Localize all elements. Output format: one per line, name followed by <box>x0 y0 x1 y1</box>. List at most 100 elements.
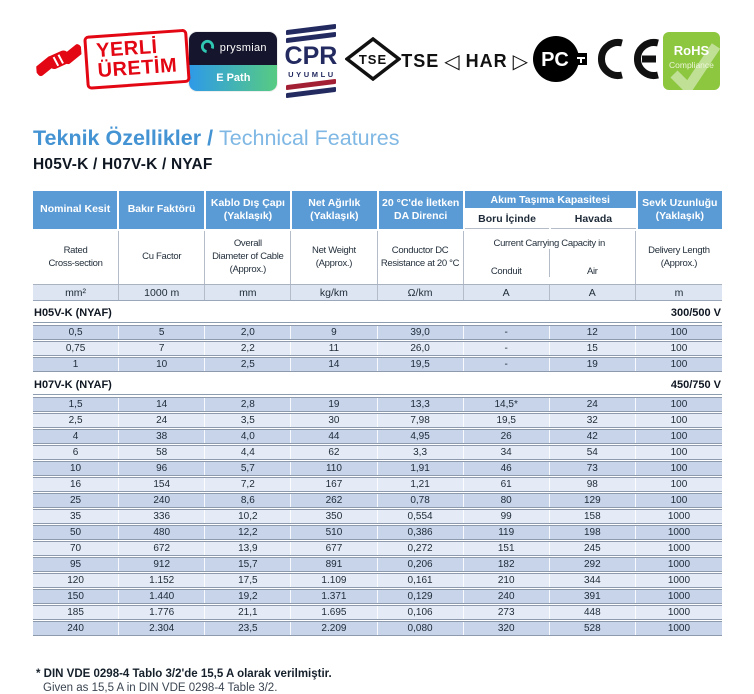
prysmian-epath-logo: prysmian E Path <box>189 31 278 91</box>
section-voltage: 300/500 V <box>670 307 721 319</box>
table-cell: 2.209 <box>291 622 378 635</box>
table-cell: 245 <box>550 542 636 555</box>
table-cell: 6 <box>33 446 120 459</box>
table-cell: 34 <box>464 446 550 459</box>
table-cell: 24 <box>119 414 206 427</box>
table-cell: 70 <box>33 542 120 555</box>
column-header: Bakır Faktörü <box>119 191 204 229</box>
current-capacity-group-en: Current Carrying Capacity in Conduit Air <box>464 231 636 284</box>
yerli-uretim-label: YERLİ ÜRETİM <box>83 28 191 90</box>
table-cell: 912 <box>119 558 206 571</box>
footnote-turkish: * DIN VDE 0298-4 Tablo 3/2'de 15,5 A ola… <box>36 668 332 680</box>
table-cell: 12,2 <box>205 526 292 539</box>
table-cell: 1,21 <box>378 478 464 491</box>
table-cell: 100 <box>670 399 688 410</box>
unit-label: mm² <box>33 285 120 300</box>
column-header-en: Cu Factor <box>119 231 206 284</box>
table-row: 0,75 7 2,2 11 26,0-15 100 <box>33 341 722 356</box>
table-cell: 273 <box>464 606 550 619</box>
column-header-en: Overall Diameter of Cable (Approx.) <box>205 231 292 284</box>
unit-label: 1000 m <box>119 285 206 300</box>
table-cell: 99 <box>464 510 550 523</box>
table-cell: - <box>464 358 550 371</box>
rohs-subtitle: Compliance <box>669 60 714 70</box>
table-cell: 0,554 <box>378 510 464 523</box>
table-cell: 4,0 <box>205 430 292 443</box>
table-cell: 292 <box>550 558 636 571</box>
table-cell: 1.695 <box>291 606 378 619</box>
table-cell: 24 <box>550 398 636 411</box>
table-cell: 58 <box>119 446 206 459</box>
column-header-en: Rated Cross-section <box>33 231 120 284</box>
table-cell: 129 <box>550 494 636 507</box>
table-row: 150 1.440 19,2 1.371 0,129 240 391 1000 <box>33 589 722 604</box>
group-header: Akım Taşıma Kapasitesi <box>464 191 636 208</box>
units-row: mm² 1000 m mm kg/km Ω/km A A m <box>33 285 722 301</box>
table-row: 240 2.304 23,5 2.209 0,080 320 528 1000 <box>33 621 722 636</box>
table-cell: 0,129 <box>378 590 464 603</box>
table-cell: 35 <box>33 510 120 523</box>
table-cell: 1,5 <box>33 398 120 411</box>
table-cell: 73 <box>550 462 636 475</box>
table-body: H05V-K (NYAF) 300/500 V 0,5 5 2,0 9 39,0-12 100… <box>33 305 722 636</box>
table-cell: 672 <box>119 542 206 555</box>
table-cell: 100 <box>670 343 688 354</box>
table-cell: 9 <box>291 326 378 339</box>
table-cell: 185 <box>33 606 120 619</box>
table-cell: 100 <box>670 415 688 426</box>
rohs-title: RoHS <box>673 43 710 58</box>
table-cell: 350 <box>291 510 378 523</box>
unit-label: kg/km <box>291 285 378 300</box>
table-cell: 1 <box>33 358 120 371</box>
table-cell: 2.304 <box>119 622 206 635</box>
tse-har-mark: TSE ◁ HAR ▷ <box>401 49 529 74</box>
table-cell: 510 <box>291 526 378 539</box>
table-cell: 39,0 <box>378 326 464 339</box>
table-cell: 11 <box>291 342 378 355</box>
table-cell: 480 <box>119 526 206 539</box>
checkmark-icon <box>670 43 720 90</box>
table-row: 10 96 5,7 110 1,91 46 73 100 <box>33 461 722 476</box>
column-header: Havada <box>551 210 636 229</box>
table-row: 120 1.152 17,5 1.109 0,161 210 344 1000 <box>33 573 722 588</box>
table-cell: 10 <box>33 462 120 475</box>
har-left-triangle-icon: ◁ <box>444 50 461 73</box>
table-cell: 0,206 <box>378 558 464 571</box>
section-header: H07V-K (NYAF) 450/750 V <box>33 377 722 395</box>
table-cell: 100 <box>670 447 688 458</box>
table-cell: 344 <box>550 574 636 587</box>
table-cell: 2,5 <box>33 414 120 427</box>
table-cell: 26 <box>464 430 550 443</box>
table-cell: 4,4 <box>205 446 292 459</box>
page-title-english: Technical Features <box>219 126 400 150</box>
table-row: 2,5 24 3,5 30 7,98 19,5 32 100 <box>33 413 722 428</box>
table-cell: 0,78 <box>378 494 464 507</box>
table-cell: 0,272 <box>378 542 464 555</box>
table-cell: 1000 <box>667 511 691 522</box>
cpr-title: CPR <box>284 41 338 70</box>
table-row: 4 38 4,0 44 4,95 26 42 100 <box>33 429 722 444</box>
table-cell: 1000 <box>667 575 691 586</box>
column-header: 20 °C'de İletken DA Direnci <box>378 191 463 229</box>
table-cell: 1.440 <box>119 590 206 603</box>
table-cell: 100 <box>670 327 688 338</box>
table-cell: 158 <box>550 510 636 523</box>
column-header-en: Air <box>586 266 598 277</box>
column-header: Boru İçinde <box>464 210 550 229</box>
table-cell: 1000 <box>667 607 691 618</box>
table-cell: 240 <box>464 590 550 603</box>
table-row: 35 336 10,2 350 0,554 99 158 1000 <box>33 509 722 524</box>
prysmian-wordmark: prysmian <box>219 42 267 54</box>
table-cell: 7,2 <box>205 478 292 491</box>
har-right-triangle-icon: ▷ <box>512 50 530 73</box>
table-cell: 50 <box>33 526 120 539</box>
table-cell: 42 <box>550 430 636 443</box>
unit-label: mm <box>205 285 292 300</box>
table-cell: 10,2 <box>205 510 292 523</box>
table-cell: 16 <box>33 478 120 491</box>
table-cell: 151 <box>464 542 550 555</box>
table-cell: 677 <box>291 542 378 555</box>
table-cell: 13,3 <box>378 398 464 411</box>
table-cell: 12 <box>550 326 636 339</box>
section-voltage: 450/750 V <box>670 379 721 391</box>
